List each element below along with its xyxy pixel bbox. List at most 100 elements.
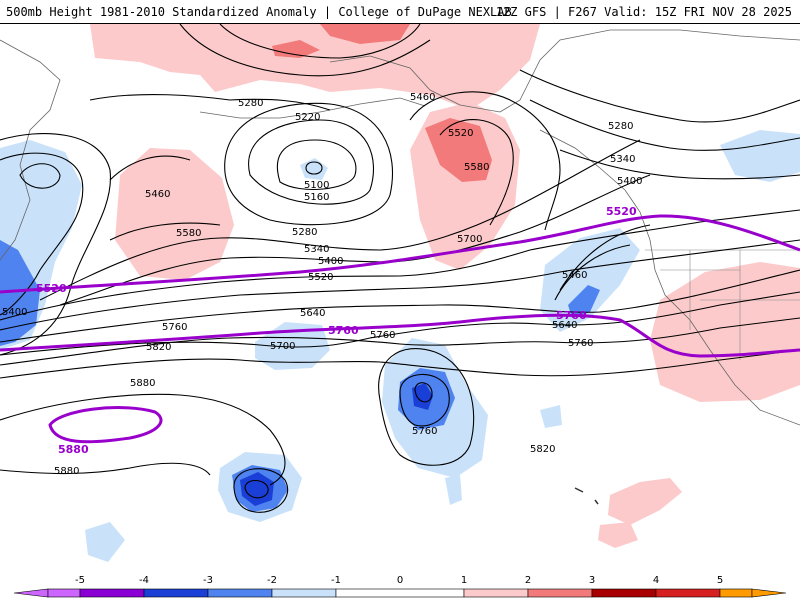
height-contour-5880-line bbox=[0, 393, 286, 486]
contour-label: 5880 bbox=[130, 378, 155, 389]
alaska-coastline bbox=[329, 29, 800, 113]
legend-swatch-neg-1 bbox=[271, 588, 337, 598]
height-contours bbox=[0, 24, 800, 513]
siberia-coastline bbox=[0, 39, 61, 261]
height-contour-canada-5340 bbox=[529, 99, 800, 151]
contour-label: 5580 bbox=[176, 228, 201, 239]
aleutian-chain bbox=[199, 97, 426, 119]
height-contour-5400-line bbox=[39, 139, 641, 301]
climatology-contours bbox=[0, 214, 800, 444]
anomaly-color-legend: -5 -4 -3 -2 -1 0 1 2 3 4 5 bbox=[0, 570, 800, 600]
canada-coastline bbox=[539, 129, 800, 426]
contour-label: 5280 bbox=[608, 121, 633, 132]
contour-label: 5700 bbox=[270, 341, 295, 352]
negative-anomaly-west-coast-trough bbox=[540, 228, 640, 332]
contour-label: 5220 bbox=[295, 112, 320, 123]
legend-swatch-pos-1 bbox=[463, 588, 529, 598]
contour-label: 5520 bbox=[448, 128, 473, 139]
positive-anomaly-subtropics-b bbox=[598, 522, 638, 548]
contour-label: 5760 bbox=[568, 338, 593, 349]
contour-label: 5640 bbox=[552, 320, 577, 331]
legend-swatch-pos-4 bbox=[655, 588, 721, 598]
legend-colorbar bbox=[13, 588, 787, 598]
contour-label: 5820 bbox=[530, 444, 555, 455]
legend-swatch-pos-5 bbox=[719, 588, 753, 598]
height-contour-gulf-low-5280 bbox=[224, 102, 394, 226]
height-contour-5820-line bbox=[0, 349, 800, 379]
map-header: 500mb Height 1981-2010 Standardized Anom… bbox=[0, 0, 800, 24]
climo-contour-5880 bbox=[48, 406, 163, 444]
contour-label: 5400 bbox=[318, 256, 343, 267]
contour-label: 5340 bbox=[304, 244, 329, 255]
negative-anomaly-mid-pacific bbox=[255, 322, 330, 370]
anomaly-shading bbox=[0, 24, 800, 562]
legend-tick-label: -1 bbox=[331, 575, 341, 586]
legend-tick-label: 5 bbox=[717, 575, 723, 586]
height-contour-5880-south bbox=[0, 462, 211, 476]
climo-label: 5760 bbox=[556, 309, 587, 322]
height-contour-5520-line bbox=[0, 209, 800, 321]
contour-label: 5460 bbox=[145, 189, 170, 200]
negative-anomaly-gulf-low bbox=[300, 158, 328, 180]
legend-swatch-neg-4-5 bbox=[47, 588, 81, 598]
negative-anomaly-small-east bbox=[540, 405, 562, 428]
positive-anomaly-subtropics-a bbox=[608, 478, 682, 525]
legend-swatch-neg-2 bbox=[207, 588, 273, 598]
legend-tick-label: -4 bbox=[139, 575, 149, 586]
contour-label: 5280 bbox=[292, 227, 317, 238]
hawaii-islands bbox=[574, 487, 599, 505]
anomaly-map: 5280 5220 5100 5160 5460 5580 5280 5340 … bbox=[0, 24, 800, 570]
legend-ticks: -5 -4 -3 -2 -1 0 1 2 3 4 5 bbox=[75, 575, 723, 586]
height-contour-north-5160 bbox=[219, 24, 421, 59]
legend-swatch-neg-3 bbox=[143, 588, 209, 598]
height-contour-west-trough-1 bbox=[19, 163, 61, 189]
legend-swatch-neg-5 bbox=[13, 588, 49, 598]
height-contour-5640-line bbox=[0, 269, 800, 343]
height-contour-alaska-ridge-2 bbox=[409, 91, 561, 231]
contour-label: 5520 bbox=[308, 272, 333, 283]
legend-tick-label: 4 bbox=[653, 575, 659, 586]
contour-label: 5100 bbox=[304, 180, 329, 191]
height-contour-5280-north bbox=[89, 93, 331, 111]
height-contour-subtropical-low-1 bbox=[244, 479, 269, 499]
height-contour-5580-line bbox=[0, 239, 800, 331]
contour-label: 5400 bbox=[617, 176, 642, 187]
contour-label: 5460 bbox=[410, 92, 435, 103]
height-contour-cutoff-2 bbox=[399, 373, 450, 427]
legend-tick-label: -3 bbox=[203, 575, 213, 586]
climo-label: 5880 bbox=[58, 443, 89, 456]
height-contour-west-coast-trough bbox=[554, 224, 651, 301]
legend-tick-label: -2 bbox=[267, 575, 277, 586]
negative-anomaly-canada bbox=[720, 130, 800, 182]
map-title: 500mb Height 1981-2010 Standardized Anom… bbox=[6, 5, 512, 19]
legend-tick-label: -5 bbox=[75, 575, 85, 586]
legend-swatch-pos-5-end bbox=[751, 588, 787, 598]
contour-label: 5760 bbox=[162, 322, 187, 333]
height-contour-subtropical-low-2 bbox=[233, 468, 289, 513]
legend-tick-label: 3 bbox=[589, 575, 595, 586]
climo-contour-5760 bbox=[0, 313, 800, 358]
legend-swatch-neg-4 bbox=[79, 588, 145, 598]
contour-label: 5760 bbox=[412, 426, 437, 437]
negative-anomaly-small-south bbox=[85, 522, 125, 562]
height-contour-cutoff-3 bbox=[378, 348, 475, 466]
legend-swatch-neutral bbox=[335, 588, 465, 598]
positive-anomaly-west-pacific bbox=[115, 148, 234, 280]
contour-label: 5700 bbox=[457, 234, 482, 245]
height-contour-gulf-low-5220 bbox=[248, 119, 374, 205]
climo-label: 5520 bbox=[606, 205, 637, 218]
legend-swatch-pos-3 bbox=[591, 588, 657, 598]
model-run-valid-time: 12Z GFS | F267 Valid: 15Z FRI NOV 28 202… bbox=[495, 5, 792, 19]
contour-label: 5820 bbox=[146, 342, 171, 353]
contour-label: 5760 bbox=[370, 330, 395, 341]
height-contour-west-trough-3 bbox=[0, 133, 112, 356]
contour-label: 5580 bbox=[464, 162, 489, 173]
positive-anomaly-alaska-core bbox=[425, 118, 492, 182]
height-contour-gulf-low-5160 bbox=[276, 139, 357, 191]
contour-label: 5340 bbox=[610, 154, 635, 165]
height-contour-gulf-low-inner bbox=[305, 161, 323, 175]
contour-label: 5640 bbox=[300, 308, 325, 319]
height-contour-canada-5400 bbox=[559, 149, 800, 180]
height-contour-north-5220 bbox=[179, 24, 431, 77]
negative-anomaly-west-coast-core bbox=[568, 285, 600, 318]
